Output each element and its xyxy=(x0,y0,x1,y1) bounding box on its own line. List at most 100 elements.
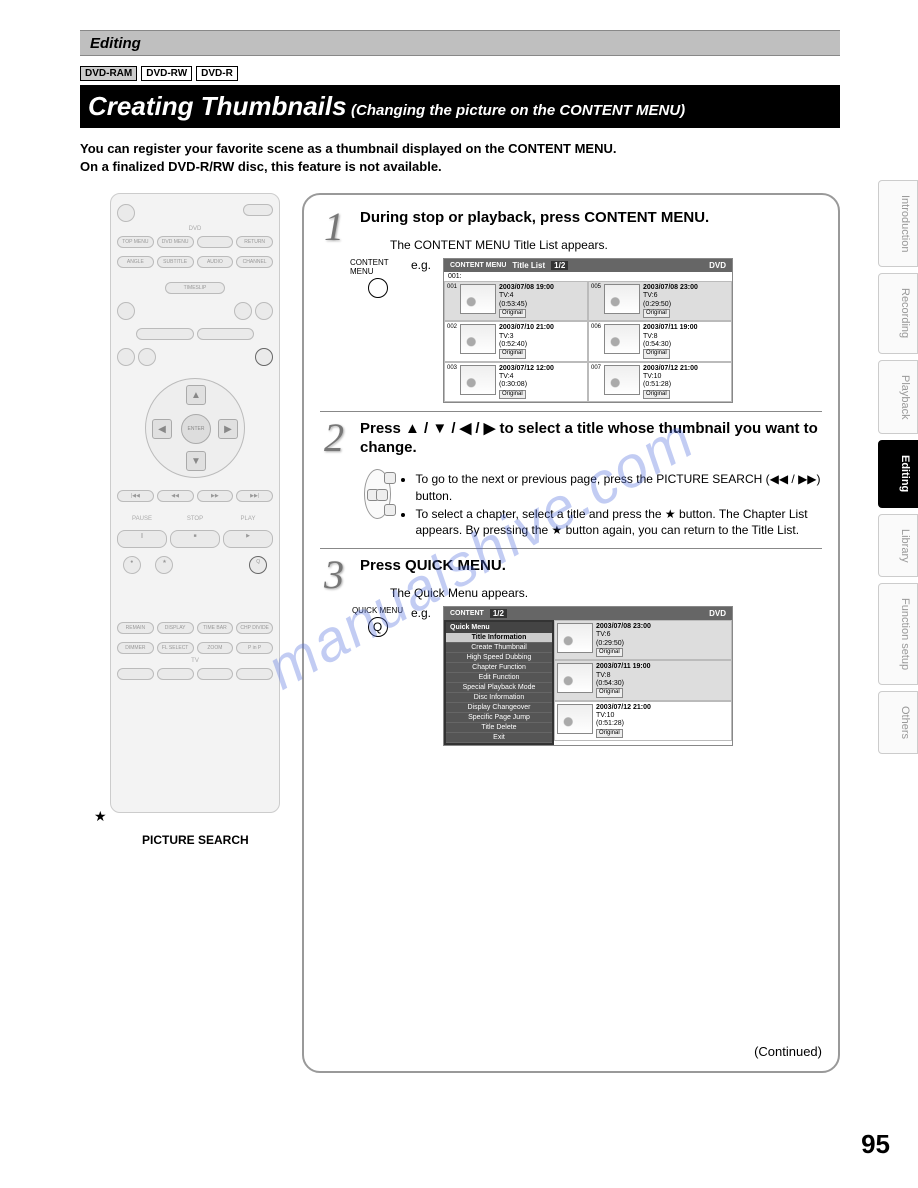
thumb-dur: (0:54:30) xyxy=(643,341,729,349)
instructions-box: 1 During stop or playback, press CONTENT… xyxy=(302,193,840,1073)
tab-others[interactable]: Others xyxy=(878,691,918,754)
thumb-ch: TV:10 xyxy=(643,373,729,381)
thumb-img-icon xyxy=(604,365,640,395)
remote-return: RETURN xyxy=(236,236,273,248)
content-menu-screen: CONTENT MENU Title List 1/2 DVD 001: xyxy=(443,258,733,403)
qthumb-cell-r3: 2003/07/12 21:00 TV:10 (0:51:28) Origina… xyxy=(554,701,732,741)
quick-menu-screen: CONTENT 1/2 DVD Quick Menu Title Informa… xyxy=(443,606,733,746)
quick-menu-label: QUICK MENU xyxy=(352,606,403,615)
tab-introduction[interactable]: Introduction xyxy=(878,180,918,267)
disc-tags: DVD-RAM DVD-RW DVD-R xyxy=(80,66,840,81)
intro-line-2: On a finalized DVD-R/RW disc, this featu… xyxy=(80,158,840,176)
disc-tag-r: DVD-R xyxy=(196,66,238,81)
remote-column: DVD TOP MENU DVD MENU RETURN ANGLE SUBTI… xyxy=(80,193,290,1073)
qscreen-header: CONTENT 1/2 DVD xyxy=(444,607,732,620)
remote-dpad-down: ▼ xyxy=(186,451,206,471)
thumb-cell-003: 003 2003/07/12 12:00 TV:4 (0:30:08) Orig… xyxy=(444,362,588,402)
tab-function-setup[interactable]: Function setup xyxy=(878,583,918,685)
remote-chinput xyxy=(157,668,194,680)
qscreen-header-page: 1/2 xyxy=(490,609,507,618)
thumb-img-icon xyxy=(557,623,593,653)
remote-subtitle: SUBTITLE xyxy=(157,256,194,268)
remote-quick-menu: Q xyxy=(249,556,267,574)
remote-dpad-right: ▶ xyxy=(218,419,238,439)
qthumb-date: 2003/07/11 19:00 xyxy=(596,663,729,671)
qmenu-item-9: Title Delete xyxy=(446,723,552,733)
thumb-tag: Original xyxy=(499,349,526,358)
thumb-tag: Original xyxy=(499,309,526,318)
qscreen-header-cm: CONTENT xyxy=(450,610,484,617)
thumb-ch: TV:6 xyxy=(643,292,729,300)
remote-timeslip: TIMESLIP xyxy=(165,282,225,294)
remote-pause: || xyxy=(117,530,167,548)
remote-edit-menu xyxy=(197,328,255,340)
qthumb-ch: TV:8 xyxy=(596,672,729,680)
page-title-bar: Creating Thumbnails (Changing the pictur… xyxy=(80,85,840,128)
section-title: Editing xyxy=(90,35,141,52)
remote-inputsel xyxy=(236,668,273,680)
qthumb-date: 2003/07/08 23:00 xyxy=(596,623,729,631)
intro-line-1: You can register your favorite scene as … xyxy=(80,140,840,158)
remote-instant-skip xyxy=(255,302,273,320)
thumb-date: 2003/07/08 23:00 xyxy=(643,284,729,292)
remote-open-close xyxy=(117,204,135,222)
qmenu-item-8: Specific Page Jump xyxy=(446,713,552,723)
tab-library[interactable]: Library xyxy=(878,514,918,578)
remote-rec-menu xyxy=(136,328,194,340)
remote-dvd-menu: DVD MENU xyxy=(157,236,194,248)
remote-blank-circle xyxy=(138,348,156,366)
thumb-id: 002 xyxy=(447,324,457,358)
remote-flselect: FL SELECT xyxy=(157,642,194,654)
page-title-sub: (Changing the picture on the CONTENT MEN… xyxy=(351,102,685,119)
star-callout: ★ xyxy=(94,808,107,825)
screen-header: CONTENT MENU Title List 1/2 DVD xyxy=(444,259,732,272)
thumb-tag: Original xyxy=(643,390,670,399)
remote-library xyxy=(117,348,135,366)
remote-instant-replay xyxy=(234,302,252,320)
tab-playback[interactable]: Playback xyxy=(878,360,918,435)
remote-channel: CHANNEL xyxy=(236,256,273,268)
step-3-title: Press QUICK MENU. xyxy=(360,557,822,576)
thumb-date: 2003/07/08 19:00 xyxy=(499,284,585,292)
page-title-main: Creating Thumbnails xyxy=(88,91,347,121)
content-menu-label: CONTENT MENU xyxy=(350,258,405,276)
thumb-dur: (0:52:40) xyxy=(499,341,585,349)
remote-power xyxy=(243,204,273,216)
eg-label-1: e.g. xyxy=(411,258,437,272)
disc-tag-rw: DVD-RW xyxy=(141,66,192,81)
thumb-cell-006: 006 2003/07/11 19:00 TV:8 (0:54:30) Orig… xyxy=(588,321,732,361)
step-3-desc: The Quick Menu appears. xyxy=(390,586,822,600)
thumb-id: 007 xyxy=(591,365,601,399)
tab-recording[interactable]: Recording xyxy=(878,273,918,353)
thumb-date: 2003/07/12 21:00 xyxy=(643,365,729,373)
remote-pinp: P in P xyxy=(236,642,273,654)
remote-angle: ANGLE xyxy=(117,256,154,268)
thumb-dur: (0:53:45) xyxy=(499,301,585,309)
thumb-tag: Original xyxy=(643,349,670,358)
step-3: 3 Press QUICK MENU. The Quick Menu appea… xyxy=(320,557,822,746)
remote-next-track: ▶▶| xyxy=(236,490,273,502)
thumb-date: 2003/07/11 19:00 xyxy=(643,324,729,332)
remote-tvdvd xyxy=(117,668,154,680)
tab-editing[interactable]: Editing xyxy=(878,440,918,507)
qscreen-header-dvd: DVD xyxy=(709,609,726,618)
step-3-number: 3 xyxy=(320,557,348,746)
remote-rec: ● xyxy=(123,556,141,574)
remote-dpad: ▲ ▼ ◀ ▶ ENTER xyxy=(145,378,245,478)
thumbnail-grid: 001 2003/07/08 19:00 TV:4 (0:53:45) Orig… xyxy=(444,281,732,402)
remote-audio: AUDIO xyxy=(197,256,234,268)
quick-menu-indicator: QUICK MENU Q xyxy=(350,606,405,637)
mini-right-icon xyxy=(376,489,388,501)
qthumb-ch: TV:6 xyxy=(596,631,729,639)
screen-item-001: 001: xyxy=(444,272,732,281)
thumb-img-icon xyxy=(557,663,593,693)
eg-label-3: e.g. xyxy=(411,606,437,620)
screen-header-dvd: DVD xyxy=(709,261,726,270)
qthumb-dur: (0:51:28) xyxy=(596,720,729,728)
qthumb-ch: TV:10 xyxy=(596,712,729,720)
remote-stop: ■ xyxy=(170,530,220,548)
quick-menu-list: Quick Menu Title Information Create Thum… xyxy=(444,620,554,745)
qmenu-item-0: Title Information xyxy=(446,633,552,643)
separator-1 xyxy=(320,411,822,412)
disc-tag-ram: DVD-RAM xyxy=(80,66,137,81)
